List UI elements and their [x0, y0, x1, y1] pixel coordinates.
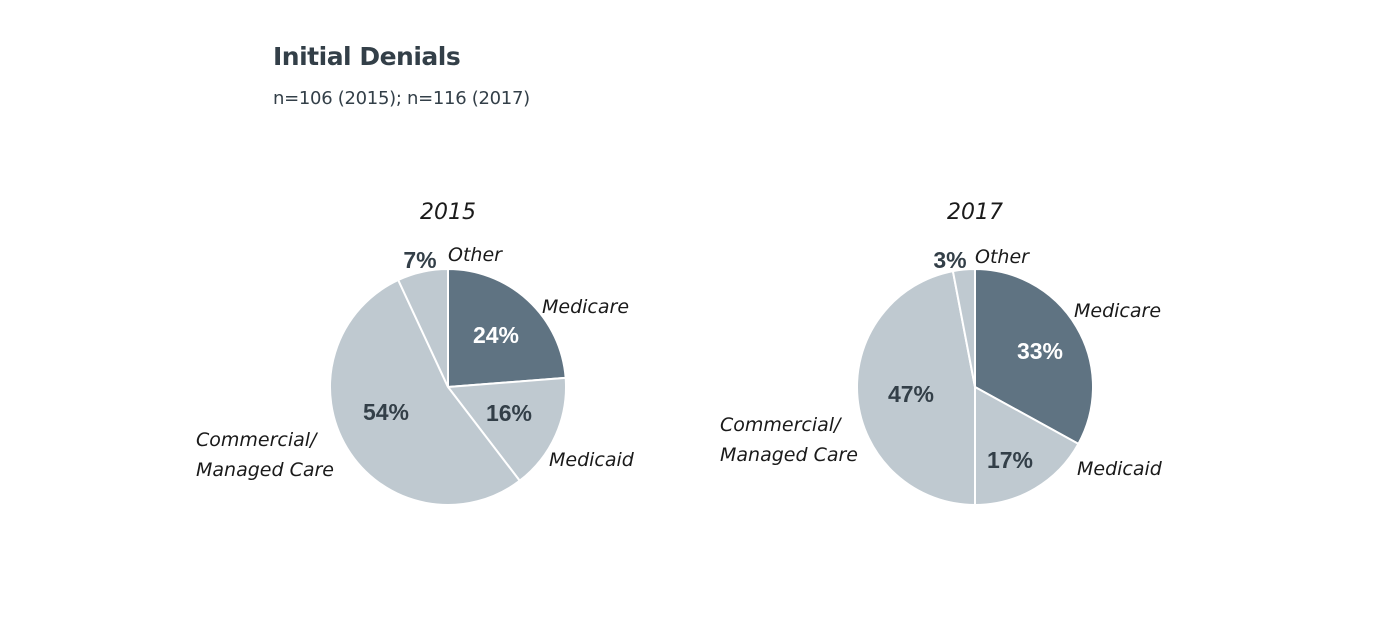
category-label: Commercial/Managed Care — [720, 414, 858, 466]
chart-title: Initial Denials — [273, 42, 461, 71]
category-label: Other — [448, 244, 503, 266]
category-label: Medicare — [542, 296, 629, 318]
pie-slice-medicaid — [974, 385, 1080, 507]
pie-2017: 2017 33% Medicare 17% Medicaid 47% Commercial/… — [720, 200, 1163, 507]
data-label: 24% — [473, 322, 519, 348]
pie-slice-other — [951, 267, 976, 388]
data-label: 7% — [403, 247, 436, 273]
pie-slice-other — [396, 267, 449, 388]
pie-slice-medicare — [447, 267, 567, 389]
category-label: Medicaid — [549, 449, 635, 471]
category-label: Other — [975, 246, 1030, 268]
data-label: 3% — [933, 247, 966, 273]
data-label: 33% — [1017, 338, 1063, 364]
data-label: 16% — [486, 400, 532, 426]
pie-title: 2015 — [420, 200, 476, 225]
data-label: 47% — [888, 381, 934, 407]
category-label: Medicare — [1074, 300, 1161, 322]
pie-2015: 2015 24% Medicare 16% Medicaid 54% Commercial/… — [196, 200, 635, 506]
data-label: 17% — [987, 447, 1033, 473]
category-label: Medicaid — [1077, 458, 1163, 480]
pie-slice-medicaid — [446, 376, 567, 483]
pie-title: 2017 — [947, 200, 1003, 225]
category-label: Commercial/Managed Care — [196, 429, 334, 481]
data-label: 54% — [363, 399, 409, 425]
pie-slice-commercial — [856, 269, 976, 507]
pie-slice-commercial — [329, 278, 522, 506]
chart-subtitle: n=106 (2015); n=116 (2017) — [273, 88, 530, 109]
pie-slice-medicare — [974, 267, 1094, 446]
